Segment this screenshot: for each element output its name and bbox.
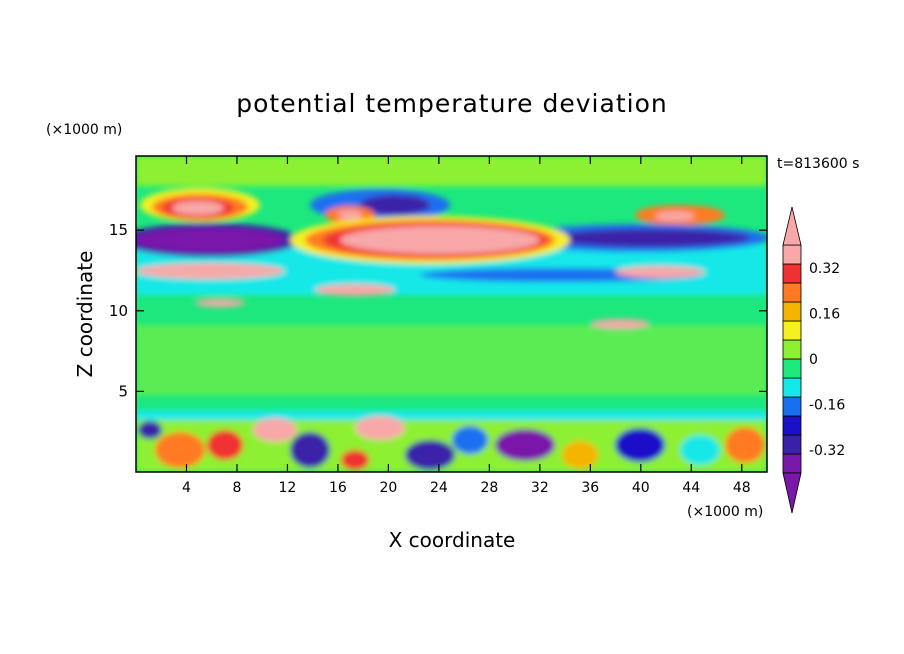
- y-tick-label: 15: [109, 221, 128, 239]
- x-axis: 4 8 12 16 20 24 28 32 36 40 44 48: [182, 156, 751, 496]
- y-unit-label: (×1000 m): [46, 122, 122, 138]
- band-navy-right: [550, 229, 750, 247]
- x-tick-label: 48: [733, 480, 751, 496]
- blob-b12: [725, 427, 765, 463]
- band-cyan-low: [136, 410, 767, 420]
- colorbar-swatch: [782, 396, 802, 417]
- blob-b11: [680, 435, 720, 465]
- colorbar-swatch: [782, 453, 802, 474]
- band-light-green-mid: [136, 325, 767, 395]
- blob-b6: [405, 440, 455, 470]
- x-tick-label: 36: [581, 480, 599, 496]
- x-tick-label: 20: [379, 480, 397, 496]
- patch-top-left-pink: [172, 201, 224, 215]
- contour-field: [136, 156, 767, 472]
- colorbar-tick-label: 0: [809, 352, 818, 368]
- plot-frame: [135, 155, 768, 473]
- colorbar-swatch: [782, 301, 802, 322]
- blob-b4: [290, 432, 330, 468]
- patch-top-navy: [360, 195, 430, 215]
- x-tick-label: 24: [430, 480, 448, 496]
- colorbar-extend-bottom: [782, 472, 802, 514]
- y-tick-label: 5: [118, 382, 128, 400]
- x-tick-label: 32: [531, 480, 549, 496]
- y-axis-label: Z coordinate: [73, 251, 97, 378]
- colorbar-tick-label: -0.32: [809, 443, 845, 459]
- colorbar-swatch: [782, 244, 802, 265]
- colorbar-swatch: [782, 377, 802, 398]
- patch-mid-left-pink: [195, 299, 245, 307]
- x-tick-label: 16: [329, 480, 347, 496]
- blob-b7: [452, 426, 488, 454]
- colorbar-extend-top: [782, 206, 802, 246]
- patch-center-pink-11: [315, 284, 395, 296]
- blob-b10: [615, 428, 665, 462]
- x-tick-label: 4: [182, 480, 191, 496]
- y-axis: 5 10 15: [109, 221, 767, 400]
- x-tick-label: 40: [632, 480, 650, 496]
- colorbar-swatch: [782, 320, 802, 341]
- x-tick-label: 8: [232, 480, 241, 496]
- colorbar: 0.32 0.16 0 -0.16 -0.32: [782, 206, 845, 514]
- chart-title: potential temperature deviation: [236, 89, 667, 118]
- blob-b13: [138, 421, 162, 439]
- blob-b14: [341, 450, 369, 470]
- colorbar-swatch: [782, 339, 802, 360]
- colorbar-tick-label: 0.32: [809, 261, 840, 277]
- band-purple-left-core: [136, 228, 285, 252]
- blob-b3: [253, 418, 297, 442]
- patch-mid-right-pink: [590, 319, 650, 329]
- blob-b2: [207, 430, 243, 460]
- colorbar-swatch: [782, 282, 802, 303]
- colorbar-swatch: [782, 415, 802, 436]
- x-unit-label: (×1000 m): [687, 504, 763, 520]
- patch-right-pink-12: [615, 266, 705, 278]
- x-tick-label: 12: [279, 480, 297, 496]
- blob-b5: [355, 416, 405, 440]
- blob-b1: [155, 432, 205, 468]
- colorbar-swatch: [782, 434, 802, 455]
- colorbar-swatch: [782, 358, 802, 379]
- blob-b9: [562, 441, 598, 469]
- blob-b8: [495, 429, 555, 461]
- x-tick-label: 28: [480, 480, 498, 496]
- x-axis-label: X coordinate: [389, 528, 516, 552]
- band-top-light: [136, 156, 767, 186]
- y-tick-label: 10: [109, 302, 128, 320]
- plume-pink: [340, 226, 540, 254]
- patch-top-right-pink: [655, 211, 695, 221]
- patch-left-pink-12: [136, 263, 285, 279]
- colorbar-swatch: [782, 263, 802, 284]
- colorbar-tick-label: 0.16: [809, 306, 840, 322]
- time-label: t=813600 s: [777, 156, 859, 172]
- x-tick-label: 44: [682, 480, 700, 496]
- colorbar-tick-label: -0.16: [809, 398, 845, 414]
- patch-top-center-pink: [338, 210, 362, 220]
